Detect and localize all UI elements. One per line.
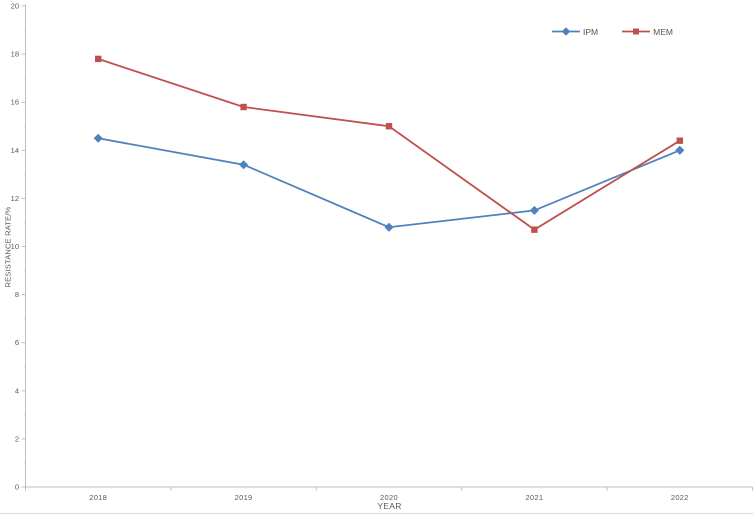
x-axis-title: YEAR [377, 501, 402, 511]
data-point-marker [384, 222, 394, 232]
ipm-series-line [98, 137, 681, 229]
svg-text:2019: 2019 [235, 493, 253, 502]
data-point-marker [239, 160, 249, 170]
svg-text:2020: 2020 [380, 493, 398, 502]
data-point-marker [561, 27, 571, 36]
svg-text:8: 8 [15, 290, 19, 299]
legend-item-ipm: IPM [552, 26, 598, 37]
data-point-marker [675, 145, 685, 155]
data-point-marker [93, 133, 103, 143]
svg-text:2021: 2021 [525, 493, 543, 502]
svg-text:18: 18 [11, 50, 19, 59]
y-axis-title: RESISTANCE RATE/% [3, 206, 13, 288]
data-point-marker [385, 123, 393, 130]
svg-text:0: 0 [15, 483, 19, 492]
legend: IPM MEM [552, 26, 673, 37]
svg-text:2: 2 [15, 434, 19, 443]
data-point-marker [95, 55, 102, 63]
ipm-line-marker-icon [552, 27, 580, 36]
svg-text:2018: 2018 [89, 493, 107, 502]
data-point-marker [531, 226, 538, 233]
data-point-marker [676, 137, 683, 144]
svg-text:2022: 2022 [671, 493, 689, 502]
legend-item-mem: MEM [622, 26, 673, 37]
legend-label-ipm: IPM [583, 26, 599, 37]
mem-line-marker-icon [622, 28, 651, 35]
legend-label-mem: MEM [653, 26, 673, 37]
svg-text:20: 20 [11, 2, 19, 11]
svg-text:16: 16 [11, 98, 19, 107]
data-point-marker [529, 205, 539, 215]
svg-text:4: 4 [15, 386, 19, 395]
data-point-marker [633, 28, 640, 35]
svg-text:14: 14 [11, 146, 19, 155]
mem-series-line [97, 58, 681, 231]
data-point-marker [240, 103, 247, 111]
svg-text:10: 10 [11, 242, 19, 251]
svg-text:6: 6 [15, 338, 19, 347]
svg-text:12: 12 [11, 194, 19, 203]
